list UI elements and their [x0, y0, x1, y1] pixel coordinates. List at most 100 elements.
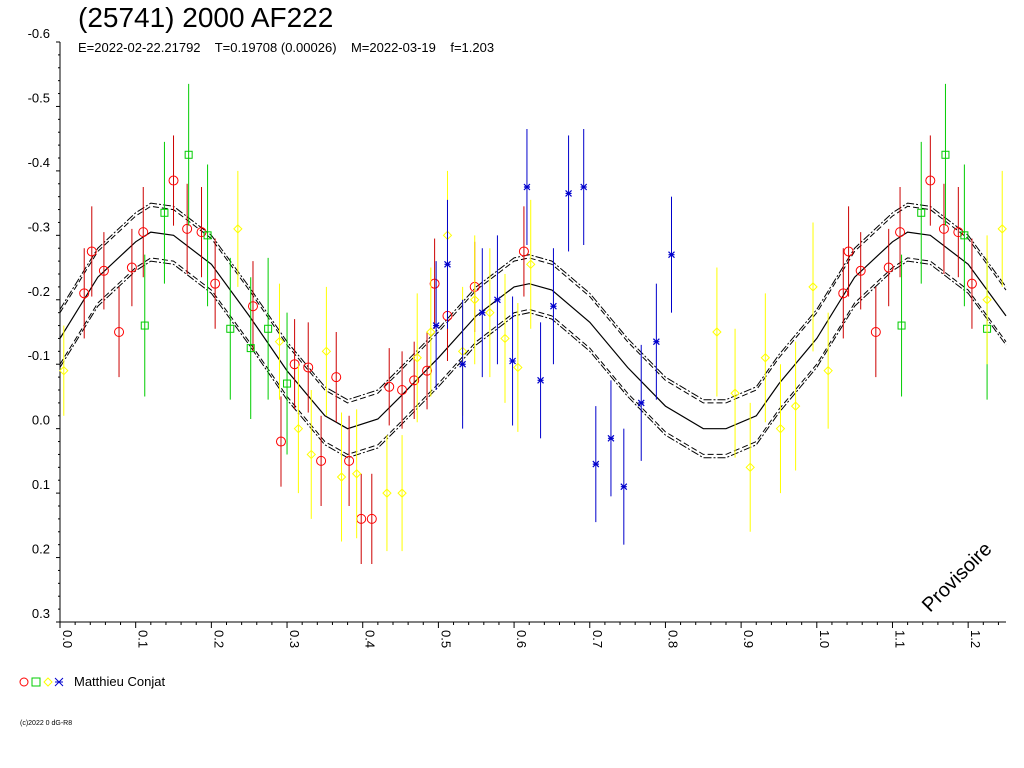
data-point-square [226, 324, 235, 333]
legend-square-marker [31, 677, 41, 686]
data-point-diamond [321, 346, 332, 357]
data-point-diamond [470, 295, 480, 305]
data-point-square [246, 344, 255, 353]
data-point-diamond [790, 401, 801, 411]
data-point-circle [429, 278, 440, 289]
data-point-circle [210, 278, 221, 289]
y-tick-label: 0.0 [32, 413, 50, 428]
y-tick-label: -0.5 [28, 90, 50, 105]
legend: Matthieu Conjat [18, 674, 165, 689]
data-point-circle [86, 246, 97, 257]
fit-curve-main [59, 231, 1007, 430]
data-point-star [509, 357, 516, 365]
data-point-square [897, 321, 906, 330]
data-point-star [494, 296, 501, 304]
lightcurve-chart: -0.6 -0.5 -0.4 -0.3 -0.2 -0.1 0.0 0.1 0.2 0.3 0.0 0… [28, 26, 1007, 648]
data-point-star [444, 260, 451, 268]
data-point-star [565, 190, 572, 197]
y-tick-label: -0.3 [28, 219, 50, 234]
data-point-square [283, 379, 292, 388]
data-point-diamond [808, 282, 818, 292]
data-point-circle [79, 288, 90, 299]
data-point-circle [331, 372, 342, 383]
data-points [59, 83, 1007, 564]
data-point-circle [303, 362, 314, 373]
x-tick-label: 0.4 [363, 630, 378, 648]
data-point-diamond [823, 365, 833, 376]
data-point-square [160, 208, 169, 217]
data-point-diamond [745, 462, 755, 473]
fit-curve-lower-outer [59, 260, 1007, 459]
chart-subtitle: E=2022-02-22.21792 T=0.19708 (0.00026) M… [78, 40, 495, 55]
data-point-diamond [397, 488, 407, 498]
data-point-circle [182, 223, 193, 234]
data-point-square [203, 231, 212, 240]
data-point-star [523, 183, 531, 191]
x-tick-label: 0.0 [60, 630, 75, 648]
data-point-diamond [293, 423, 304, 434]
data-point-diamond [351, 469, 362, 479]
data-point-circle [409, 375, 420, 386]
data-point-circle [275, 436, 286, 447]
data-point-diamond [274, 336, 285, 347]
data-point-diamond [775, 423, 786, 434]
data-point-star [607, 434, 615, 442]
data-point-star [652, 338, 660, 346]
chart-title: (25741) 2000 AF222 [78, 2, 334, 33]
data-point-square [941, 150, 950, 159]
data-point-star [592, 460, 600, 468]
legend-diamond-marker [43, 676, 53, 687]
data-point-diamond [233, 224, 243, 234]
legend-circle-marker [19, 677, 29, 686]
data-point-circle [98, 265, 109, 276]
x-tick-label: 0.1 [136, 630, 151, 648]
data-point-star [637, 399, 645, 407]
data-point-diamond [500, 333, 510, 344]
data-point-circle [966, 278, 977, 289]
data-point-circle [114, 327, 125, 337]
data-point-square [264, 324, 273, 333]
data-point-diamond [59, 365, 69, 376]
data-point-circle [289, 359, 300, 370]
data-point-diamond [412, 353, 422, 363]
data-point-circle [838, 288, 849, 299]
x-tick-label: 0.2 [211, 630, 226, 648]
chart-axes: -0.6 -0.5 -0.4 -0.3 -0.2 -0.1 0.0 0.1 0.2 0.3 0.0 0… [28, 26, 1006, 648]
x-tick-label: 1.2 [968, 630, 983, 648]
data-point-circle [397, 385, 408, 395]
fit-curve-lower-inner [59, 257, 1007, 455]
data-point-diamond [730, 388, 740, 398]
x-tick-label: 0.7 [590, 630, 605, 648]
data-point-star [537, 376, 544, 384]
data-point-diamond [526, 259, 536, 270]
data-point-circle [518, 246, 529, 257]
data-point-diamond [336, 472, 347, 482]
data-point-diamond [982, 295, 992, 305]
data-point-circle [366, 513, 377, 524]
data-point-diamond [382, 488, 392, 498]
x-tick-label: 0.9 [741, 630, 756, 648]
data-point-star [478, 309, 486, 317]
data-point-circle [843, 246, 854, 257]
data-point-diamond [760, 353, 771, 363]
data-point-star [580, 183, 588, 191]
data-point-circle [925, 175, 936, 186]
data-point-star [550, 302, 557, 310]
y-tick-label: -0.6 [28, 26, 50, 41]
data-point-star [668, 251, 675, 259]
data-point-circle [895, 227, 906, 238]
data-point-circle [938, 223, 949, 234]
data-point-circle [168, 175, 179, 186]
data-point-circle [126, 262, 137, 273]
y-tick-label: 0.1 [32, 477, 50, 492]
legend-star-marker [54, 677, 64, 686]
y-tick-label: -0.2 [28, 284, 50, 299]
x-tick-label: 0.8 [665, 630, 680, 648]
data-point-diamond [997, 224, 1007, 234]
data-point-square [960, 231, 969, 240]
y-tick-label: 0.3 [32, 606, 50, 621]
data-point-circle [384, 381, 395, 392]
x-tick-label: 0.3 [287, 630, 302, 648]
data-point-star [459, 360, 467, 368]
y-tick-label: 0.2 [32, 542, 50, 557]
